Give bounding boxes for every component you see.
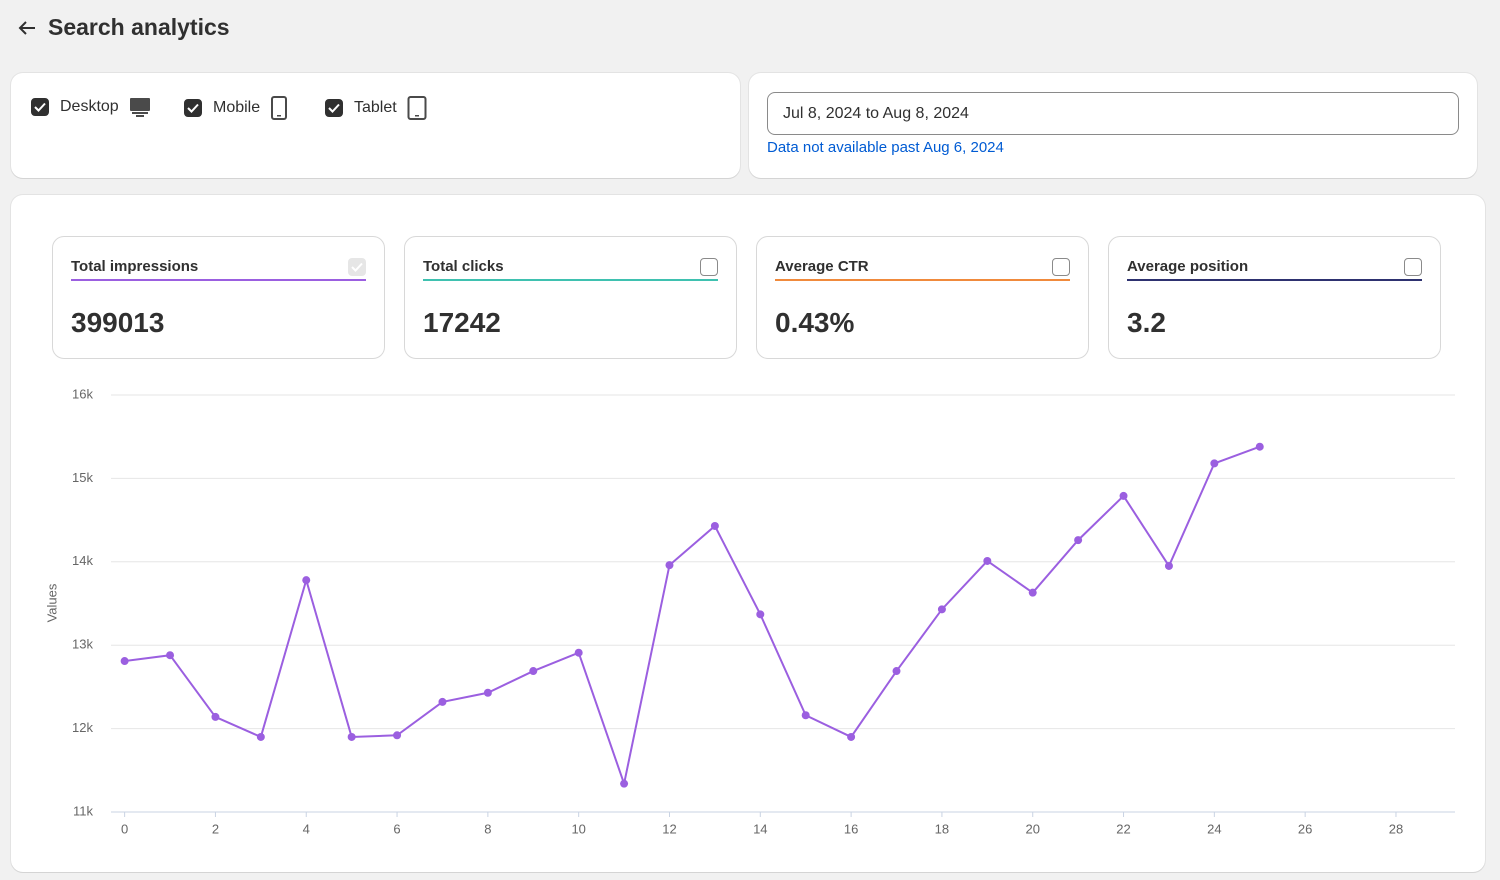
data-point xyxy=(710,521,719,530)
metric-underline xyxy=(775,279,1070,281)
data-point xyxy=(529,667,538,676)
x-tick-label: 8 xyxy=(484,821,491,836)
device-label: Tablet xyxy=(354,99,397,116)
metric-label: Total clicks xyxy=(423,258,504,275)
data-point xyxy=(211,712,220,721)
metric-underline xyxy=(1127,279,1422,281)
data-point xyxy=(120,657,129,666)
device-option[interactable]: Mobile xyxy=(184,96,288,120)
metric-checkbox[interactable] xyxy=(1404,258,1422,276)
data-point xyxy=(302,576,311,585)
device-option[interactable]: Desktop xyxy=(31,96,151,118)
y-tick-label: 15k xyxy=(72,470,93,485)
checkbox[interactable] xyxy=(325,99,343,117)
data-point xyxy=(393,731,402,740)
data-point xyxy=(347,732,356,741)
device-card xyxy=(11,73,740,178)
x-tick-label: 26 xyxy=(1298,821,1312,836)
metric-underline xyxy=(423,279,718,281)
metric-label: Average CTR xyxy=(775,258,869,275)
series-line xyxy=(124,445,1261,788)
data-point xyxy=(892,667,901,676)
metric-label: Total impressions xyxy=(71,258,199,275)
data-point xyxy=(166,651,175,660)
device-label: Desktop xyxy=(60,98,119,115)
x-tick-label: 22 xyxy=(1116,821,1130,836)
device-label: Mobile xyxy=(213,99,261,116)
data-point xyxy=(256,732,265,741)
data-point xyxy=(665,561,674,570)
data-point xyxy=(574,648,583,657)
y-tick-label: 16k xyxy=(72,386,93,401)
x-tick-label: 20 xyxy=(1025,821,1039,836)
metric-card[interactable]: Average CTR 0.43% xyxy=(756,236,1089,359)
metric-value: 0.43% xyxy=(775,307,855,338)
metric-card[interactable]: Average position 3.2 xyxy=(1108,236,1441,359)
back-arrow[interactable] xyxy=(16,18,38,38)
y-tick-label: 13k xyxy=(72,637,93,652)
y-tick-label: 12k xyxy=(72,720,93,735)
page-title: Search analytics xyxy=(48,14,230,40)
data-point xyxy=(620,779,629,788)
y-tick-label: 11k xyxy=(73,803,93,818)
metric-value: 17242 xyxy=(423,307,501,338)
data-point xyxy=(1164,561,1173,570)
data-point xyxy=(438,697,447,706)
metric-checkbox[interactable] xyxy=(700,258,718,276)
data-point xyxy=(1119,491,1128,500)
date-card xyxy=(749,73,1477,178)
x-tick-label: 18 xyxy=(935,821,949,836)
device-option[interactable]: Tablet xyxy=(325,96,427,120)
data-point xyxy=(801,711,810,720)
metric-checkbox[interactable] xyxy=(1052,258,1070,276)
data-point xyxy=(1210,459,1219,468)
y-tick-label: 14k xyxy=(72,553,93,568)
device-icon xyxy=(407,96,427,120)
device-icon xyxy=(129,96,151,118)
metric-card[interactable]: Total impressions 399013 xyxy=(52,236,385,359)
x-tick-label: 12 xyxy=(662,821,676,836)
metric-underline xyxy=(71,279,366,281)
metric-value: 3.2 xyxy=(1127,307,1166,338)
checkbox[interactable] xyxy=(31,98,49,116)
data-point xyxy=(1074,536,1083,545)
metric-label: Average position xyxy=(1127,258,1249,275)
data-point xyxy=(847,732,856,741)
x-tick-label: 28 xyxy=(1389,821,1403,836)
x-tick-label: 14 xyxy=(753,821,767,836)
date-input[interactable]: Jul 8, 2024 to Aug 8, 2024 xyxy=(767,92,1459,135)
x-tick-label: 16 xyxy=(844,821,858,836)
x-tick-label: 0 xyxy=(121,821,128,836)
device-icon xyxy=(270,96,288,120)
data-point xyxy=(756,610,765,619)
x-tick-label: 4 xyxy=(303,821,310,836)
data-point xyxy=(937,605,946,614)
x-tick-label: 2 xyxy=(212,821,219,836)
x-tick-label: 6 xyxy=(393,821,400,836)
checkbox[interactable] xyxy=(184,99,202,117)
y-axis-label: Values xyxy=(44,583,59,622)
x-tick-label: 24 xyxy=(1207,821,1221,836)
metric-value: 399013 xyxy=(71,307,165,338)
data-point xyxy=(483,688,492,697)
x-tick-label: 10 xyxy=(571,821,585,836)
metric-card[interactable]: Total clicks 17242 xyxy=(404,236,737,359)
metric-checkbox xyxy=(348,258,366,276)
data-point xyxy=(983,556,992,565)
data-point xyxy=(1028,588,1037,597)
data-point xyxy=(1255,442,1264,451)
date-note: Data not available past Aug 6, 2024 xyxy=(767,139,1004,156)
